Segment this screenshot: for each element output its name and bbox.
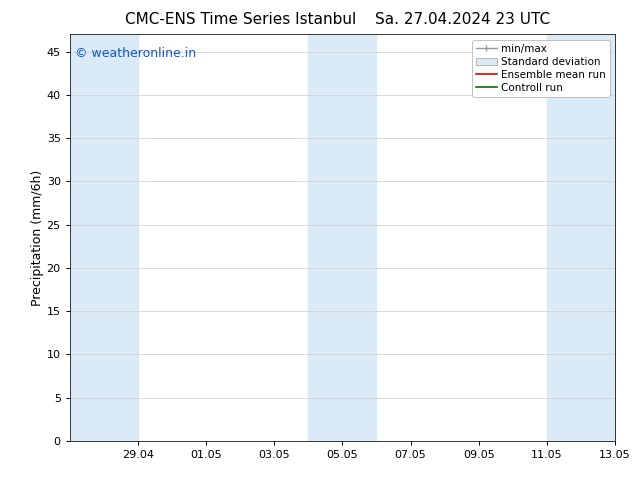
Legend: min/max, Standard deviation, Ensemble mean run, Controll run: min/max, Standard deviation, Ensemble me… <box>472 40 610 97</box>
Bar <box>547 34 615 441</box>
Text: CMC-ENS Time Series Istanbul: CMC-ENS Time Series Istanbul <box>126 12 356 27</box>
Y-axis label: Precipitation (mm/6h): Precipitation (mm/6h) <box>31 170 44 306</box>
Bar <box>308 34 377 441</box>
Bar <box>70 34 138 441</box>
Text: Sa. 27.04.2024 23 UTC: Sa. 27.04.2024 23 UTC <box>375 12 550 27</box>
Text: © weatheronline.in: © weatheronline.in <box>75 47 197 59</box>
